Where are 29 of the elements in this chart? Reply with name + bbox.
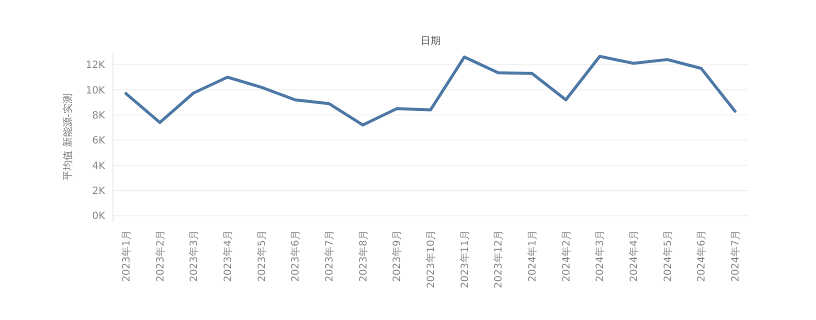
- y-tick-label: 4K: [92, 160, 106, 172]
- x-tick-label: 2024年2月: [560, 230, 572, 282]
- x-tick-label: 2023年12月: [492, 230, 505, 288]
- y-tick-label: 6K: [92, 136, 106, 147]
- x-tick-label: 2024年3月: [594, 230, 606, 282]
- y-tick-label: 10K: [86, 85, 106, 96]
- x-tick-label: 2023年2月: [154, 230, 166, 282]
- x-tick-label: 2024年5月: [662, 230, 674, 282]
- line-series: [124, 54, 736, 127]
- x-tick-label: 2023年9月: [391, 230, 404, 282]
- x-tick-label: 2023年4月: [222, 230, 234, 282]
- y-tick-label: 8K: [92, 110, 106, 122]
- x-tick-label: 2024年7月: [730, 230, 742, 282]
- x-tick-label: 2024年1月: [526, 230, 538, 282]
- x-tick-label: 2023年11月: [458, 230, 471, 288]
- x-tick-label: 2023年8月: [357, 230, 370, 282]
- y-tick-label: 2K: [92, 186, 106, 198]
- x-tick-label: 2024年6月: [696, 230, 708, 282]
- x-tick-label: 2023年1月: [120, 230, 132, 282]
- x-tick-label: 2023年10月: [425, 230, 437, 288]
- y-tick-label: 0K: [92, 211, 106, 222]
- x-tick-label: 2023年3月: [188, 230, 200, 282]
- x-tick-label: 2023年6月: [290, 230, 302, 282]
- x-tick-label: 2023年7月: [324, 230, 336, 282]
- x-tick-label: 2024年4月: [628, 230, 640, 282]
- y-axis-title: 平均值 新能源-实测: [62, 94, 74, 180]
- chart-title: 日期: [420, 35, 440, 47]
- x-tick-label: 2023年5月: [256, 230, 268, 282]
- y-tick-label: 12K: [86, 60, 106, 72]
